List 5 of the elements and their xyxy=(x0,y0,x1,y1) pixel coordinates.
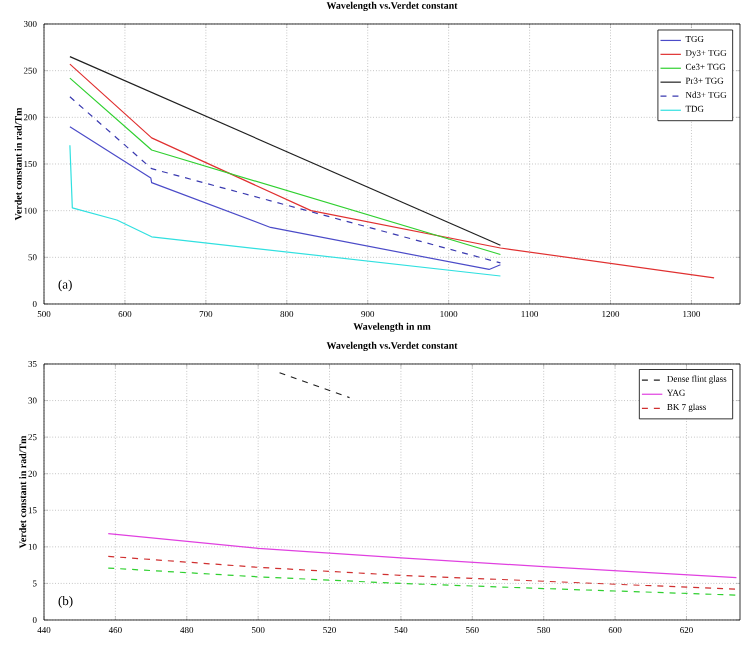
line-series xyxy=(107,567,738,596)
line-series xyxy=(69,144,502,277)
line-series xyxy=(69,126,502,271)
line-series xyxy=(107,533,738,579)
line-series xyxy=(107,555,738,590)
